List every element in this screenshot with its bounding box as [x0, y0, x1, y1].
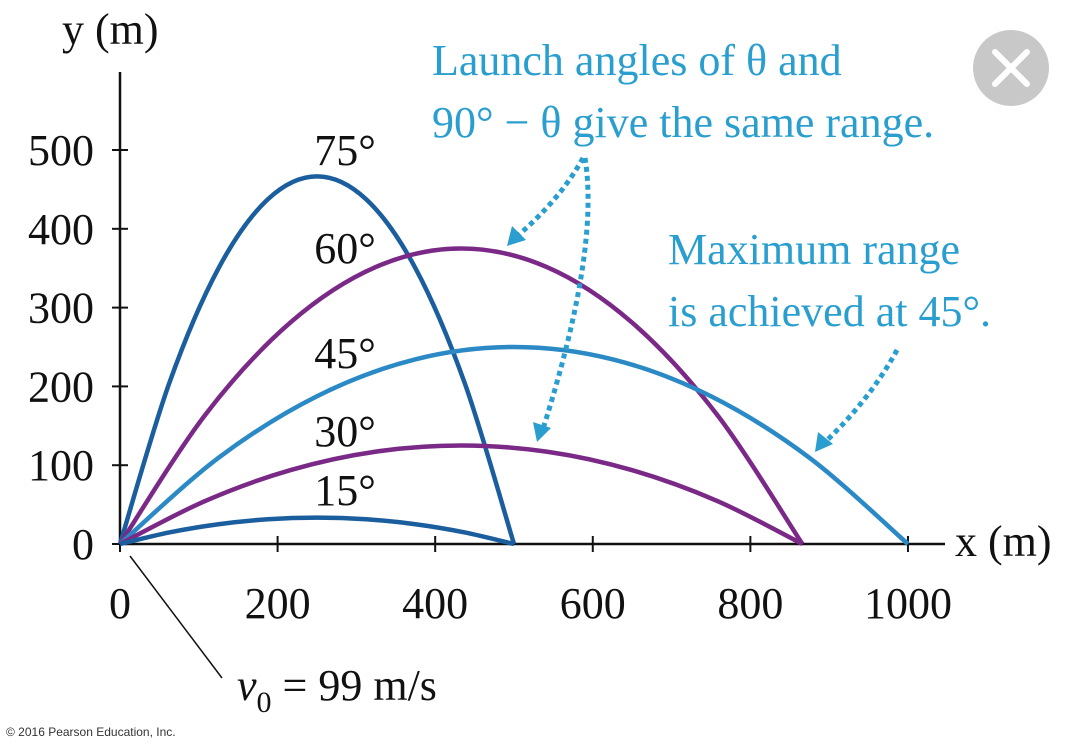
x-tick-label: 0 — [109, 579, 131, 628]
angle-label: 15° — [314, 466, 376, 515]
x-axis-label: x (m) — [955, 517, 1052, 566]
v0-subscript: 0 — [257, 686, 272, 719]
arrow-heads — [507, 226, 833, 452]
annotation: is achieved at 45°. — [668, 287, 991, 336]
arrow-head — [815, 432, 833, 452]
angle-label: 60° — [314, 224, 376, 273]
arrow-head — [533, 422, 551, 442]
arrow — [513, 156, 586, 240]
close-icon[interactable] — [992, 49, 1030, 87]
v0-symbol: v — [237, 661, 257, 710]
angle-label: 45° — [314, 329, 376, 378]
annotation: Launch angles of θ and — [432, 36, 842, 85]
x-tick-label: 200 — [245, 579, 311, 628]
v0-label: v0 = 99 m/s — [237, 661, 437, 719]
angle-label: 75° — [314, 126, 376, 175]
y-tick-label: 0 — [72, 520, 94, 569]
annotation: 90° − θ give the same range. — [432, 98, 934, 147]
arrow — [820, 348, 900, 447]
trajectory — [117, 174, 517, 545]
annotation: Maximum range — [668, 225, 960, 274]
y-tick-label: 100 — [28, 441, 94, 490]
x-tick-label: 600 — [560, 579, 626, 628]
leader-line — [129, 555, 223, 679]
y-tick-label: 500 — [28, 126, 94, 175]
y-tick-label: 300 — [28, 284, 94, 333]
y-tick-label: 400 — [28, 205, 94, 254]
close-button[interactable] — [973, 30, 1049, 106]
trajectory — [118, 246, 805, 546]
x-tick-label: 1000 — [864, 579, 952, 628]
trajectory — [119, 515, 515, 547]
trajectory — [118, 443, 804, 547]
x-tick-label: 800 — [717, 579, 783, 628]
x-tick-label: 400 — [402, 579, 468, 628]
v0-value: = 99 m/s — [272, 661, 437, 710]
trajectory — [118, 344, 910, 546]
y-axis-label: y (m) — [62, 5, 159, 54]
copyright: © 2016 Pearson Education, Inc. — [6, 725, 176, 739]
arrow — [539, 157, 591, 433]
y-tick-label: 200 — [28, 362, 94, 411]
plot-area: 0 200 400 600 800 1000 0 100 200 300 400 500 75° 60° 4… — [28, 126, 952, 628]
angle-label: 30° — [314, 407, 376, 456]
arrow-head — [507, 226, 526, 246]
pointer-arrows — [513, 156, 900, 447]
